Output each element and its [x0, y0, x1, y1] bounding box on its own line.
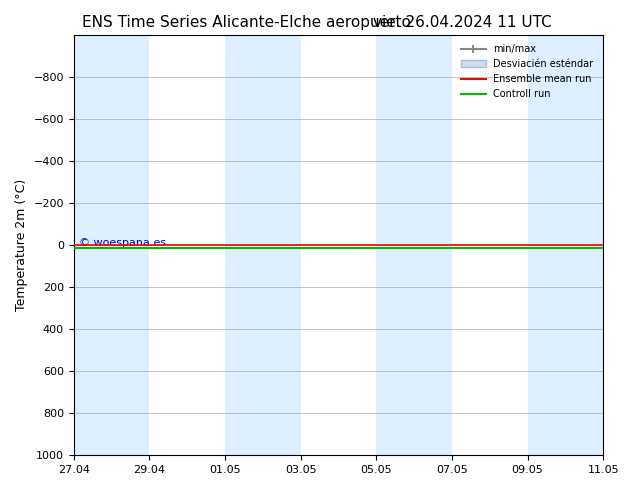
Text: ENS Time Series Alicante-Elche aeropuerto: ENS Time Series Alicante-Elche aeropuert… — [82, 15, 411, 30]
Bar — [527, 35, 603, 455]
Bar — [225, 35, 301, 455]
Bar — [74, 35, 150, 455]
Legend: min/max, Desviacién esténdar, Ensemble mean run, Controll run: min/max, Desviacién esténdar, Ensemble m… — [456, 40, 598, 104]
Text: © woespana.es: © woespana.es — [79, 238, 166, 248]
Text: vie. 26.04.2024 11 UTC: vie. 26.04.2024 11 UTC — [373, 15, 552, 30]
Bar — [377, 35, 452, 455]
Y-axis label: Temperature 2m (°C): Temperature 2m (°C) — [15, 179, 28, 311]
